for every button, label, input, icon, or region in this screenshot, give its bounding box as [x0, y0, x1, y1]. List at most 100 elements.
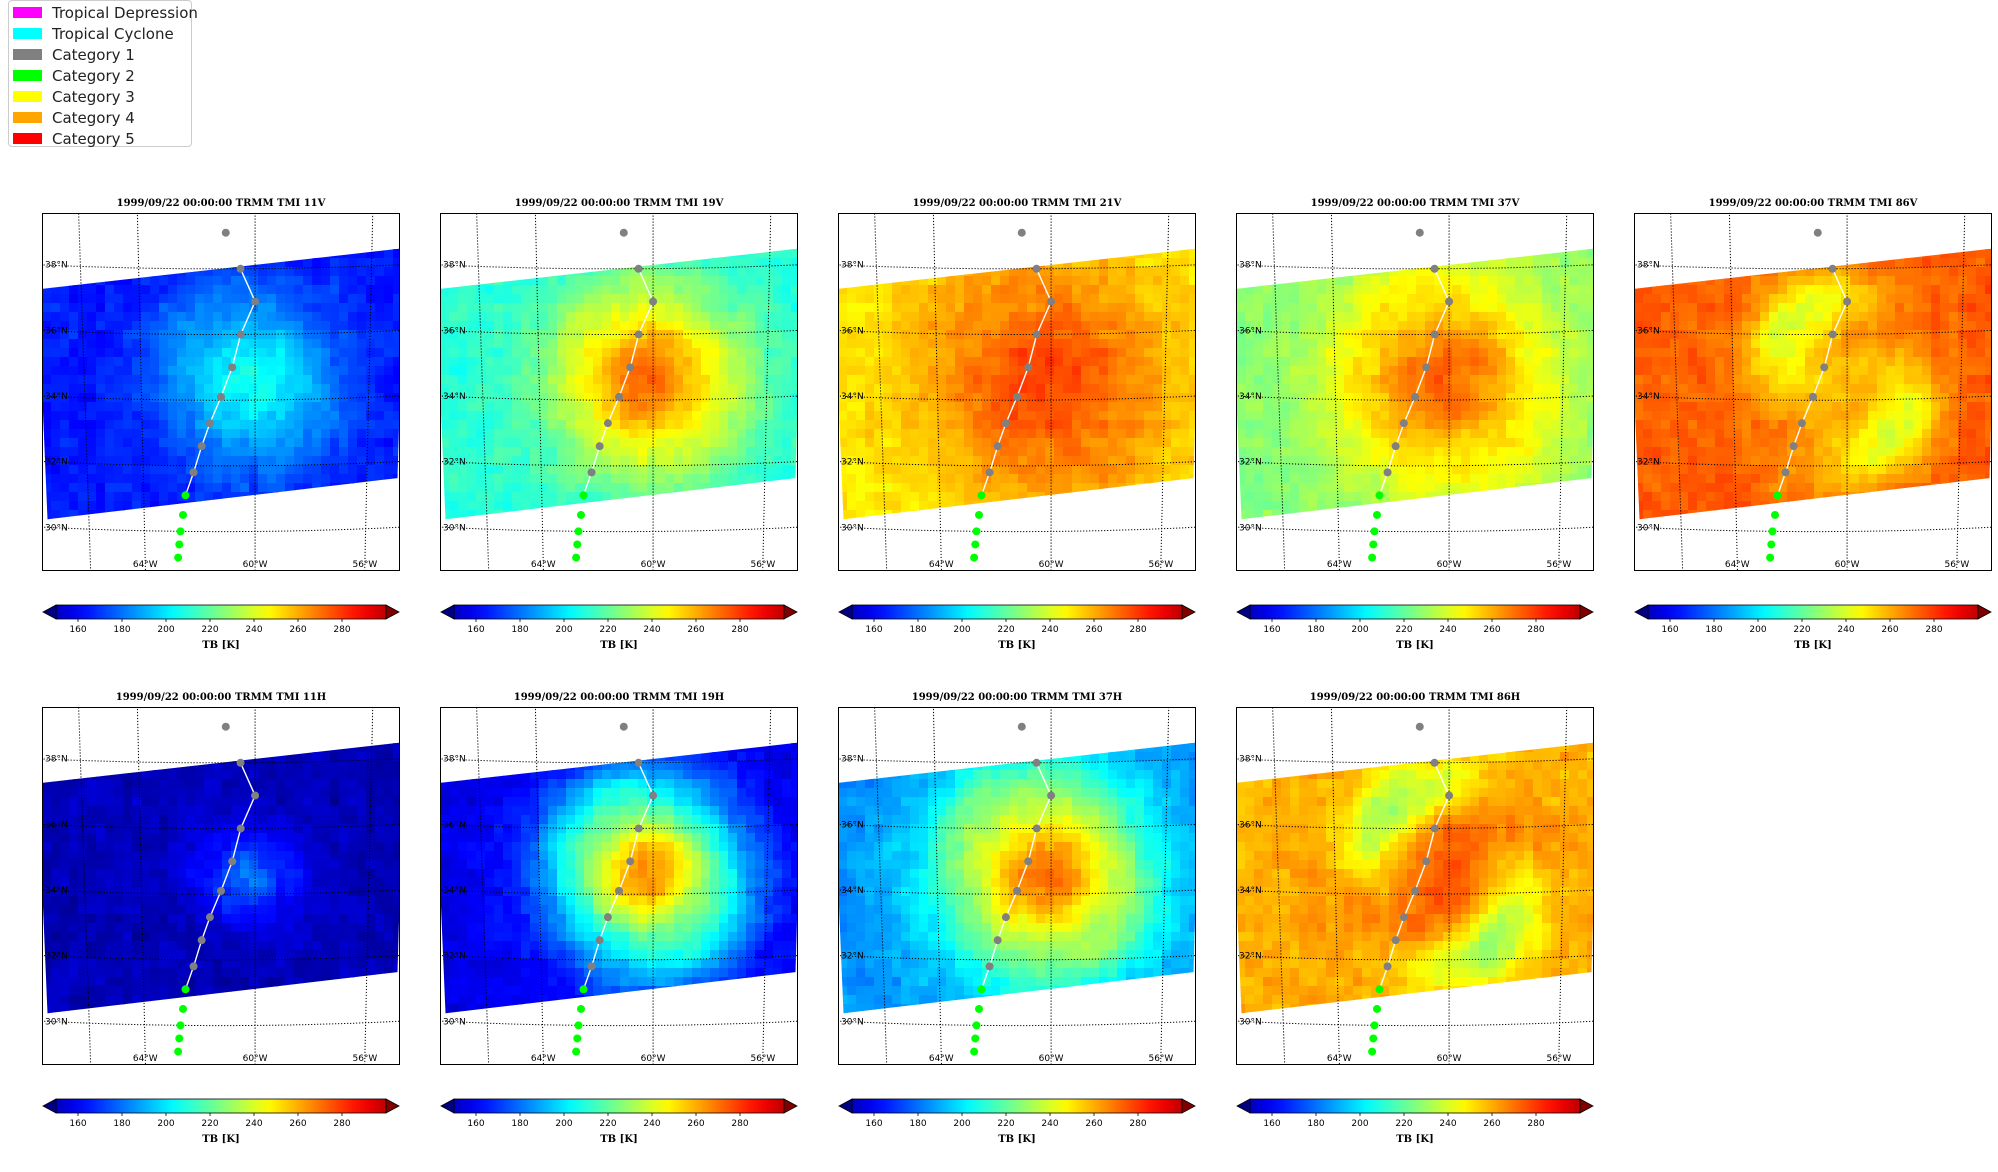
colorbar-tick-label: 280 — [1527, 625, 1544, 635]
panel-title: 1999/09/22 00:00:00 TRMM TMI 86H — [1236, 692, 1594, 703]
lat-tick-label: 36°N — [1239, 326, 1262, 336]
track-point — [971, 1034, 979, 1042]
lon-tick-label: 60°W — [243, 1054, 268, 1064]
colorbar-tick-label: 160 — [865, 1119, 882, 1129]
colorbar-tick-label: 260 — [1483, 1119, 1500, 1129]
colorbar-tick-label: 240 — [1439, 625, 1456, 635]
lon-tick-label: 56°W — [1944, 560, 1969, 570]
colorbar-tick-label: 180 — [113, 1119, 130, 1129]
colorbar-label: TB [K] — [838, 1134, 1196, 1145]
track-point — [1400, 913, 1408, 921]
colorbar-tick-label: 240 — [1439, 1119, 1456, 1129]
colorbar-tick-label: 240 — [1837, 625, 1854, 635]
colorbar-label: TB [K] — [1634, 640, 1992, 651]
lat-tick-label: 34°N — [1239, 392, 1262, 402]
colorbar-tick-label: 260 — [687, 1119, 704, 1129]
colorbar-label: TB [K] — [42, 640, 400, 651]
track-point — [986, 468, 994, 476]
track-point — [1375, 491, 1383, 499]
colorbar-label: TB [K] — [1236, 640, 1594, 651]
colorbar-tick-label: 260 — [289, 625, 306, 635]
colorbar-extend-min — [1237, 1099, 1250, 1113]
colorbar-extend-max — [386, 1099, 399, 1113]
lat-tick-label: 36°N — [1239, 820, 1262, 830]
track-point — [1773, 491, 1781, 499]
legend-item: Category 3 — [13, 86, 135, 107]
track-point — [574, 1021, 582, 1029]
track-point — [635, 330, 643, 338]
track-point — [174, 1048, 182, 1056]
track-point — [573, 540, 581, 548]
legend-item: Category 1 — [13, 44, 135, 65]
track-point — [1013, 887, 1021, 895]
colorbar-tick-label: 200 — [953, 625, 970, 635]
track-point — [1820, 363, 1828, 371]
track-point — [977, 985, 985, 993]
track-point — [1431, 824, 1439, 832]
track-point — [198, 442, 206, 450]
lon-tick-label: 60°W — [1039, 1054, 1064, 1064]
lon-tick-label: 64°W — [133, 560, 158, 570]
track-point — [994, 442, 1002, 450]
legend-label: Tropical Cyclone — [52, 25, 174, 43]
track-point — [615, 887, 623, 895]
track-point — [635, 759, 643, 767]
lat-tick-label: 38°N — [45, 755, 68, 765]
colorbar-tick-label: 160 — [865, 625, 882, 635]
track-point — [1002, 913, 1010, 921]
legend-label: Category 2 — [52, 67, 135, 85]
colorbar-label: TB [K] — [1236, 1134, 1594, 1145]
colorbar-tick-label: 200 — [157, 1119, 174, 1129]
track-point — [181, 985, 189, 993]
lat-tick-label: 38°N — [841, 755, 864, 765]
colorbar-tick-label: 280 — [1129, 625, 1146, 635]
colorbar-tick-label: 180 — [511, 1119, 528, 1129]
lat-tick-label: 38°N — [1239, 261, 1262, 271]
colorbar-tick-label: 240 — [1041, 625, 1058, 635]
colorbar-extend-max — [1978, 605, 1991, 619]
track-point — [573, 1034, 581, 1042]
track-point — [1373, 511, 1381, 519]
colorbar-tick-label: 180 — [909, 625, 926, 635]
lon-tick-label: 56°W — [1148, 1054, 1173, 1064]
colorbar-tick-label: 160 — [1263, 1119, 1280, 1129]
lat-tick-label: 38°N — [1239, 755, 1262, 765]
colorbar-extend-min — [43, 605, 56, 619]
lon-tick-label: 56°W — [1546, 560, 1571, 570]
colorbar-gradient — [56, 1099, 386, 1113]
colorbar-tick-label: 220 — [997, 625, 1014, 635]
legend-label: Category 1 — [52, 46, 135, 64]
colorbar-tick-label: 260 — [1483, 625, 1500, 635]
lat-tick-label: 32°N — [443, 458, 466, 468]
track-point — [596, 442, 604, 450]
lat-tick-label: 38°N — [45, 261, 68, 271]
colorbar-tick-label: 280 — [1527, 1119, 1544, 1129]
colorbar-tick-label: 280 — [333, 625, 350, 635]
track-point — [1843, 298, 1851, 306]
colorbar-tick-label: 180 — [1307, 625, 1324, 635]
track-point — [1370, 1021, 1378, 1029]
lat-tick-label: 38°N — [841, 261, 864, 271]
track-point — [1422, 363, 1430, 371]
lat-tick-label: 34°N — [443, 392, 466, 402]
colorbar-tick-label: 220 — [201, 625, 218, 635]
lat-tick-label: 36°N — [1637, 326, 1660, 336]
colorbar-extend-min — [839, 1099, 852, 1113]
track-point — [179, 1005, 187, 1013]
track-point — [1431, 265, 1439, 273]
lat-tick-label: 30°N — [1637, 523, 1660, 533]
track-point — [1373, 1005, 1381, 1013]
lon-tick-label: 60°W — [1835, 560, 1860, 570]
track-point — [1024, 857, 1032, 865]
track-point — [1033, 824, 1041, 832]
lon-tick-label: 64°W — [1327, 560, 1352, 570]
